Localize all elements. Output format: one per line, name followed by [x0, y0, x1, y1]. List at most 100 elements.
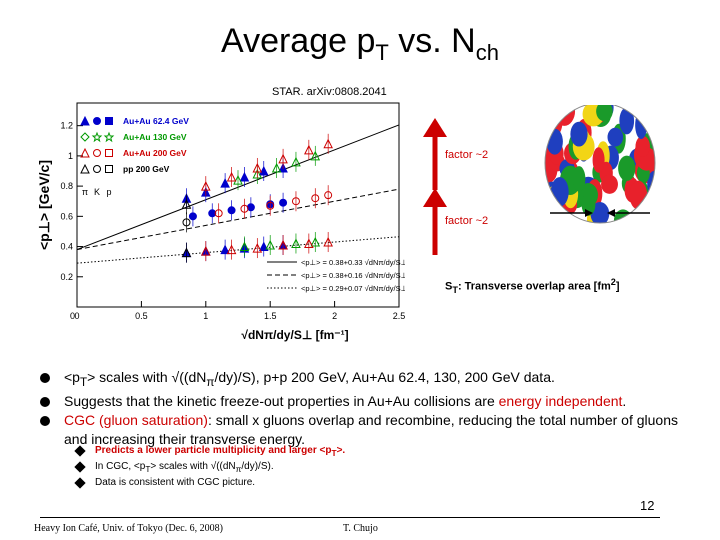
bullet-dot: [40, 373, 50, 383]
legend-marker: [105, 149, 113, 157]
footer-right: T. Chujo: [343, 523, 378, 534]
plot-frame: [76, 102, 400, 308]
sub-bullet-2: In CGC, <pT> scales with √((dNπ/dy)/S).: [74, 460, 345, 476]
fit-line-dotted: [76, 236, 400, 264]
x-tick-label: 2.5: [393, 311, 405, 321]
diamond-bullet-icon: [74, 477, 86, 489]
nucleon: [553, 105, 576, 126]
nucleon: [546, 128, 563, 155]
bullet-2-emphasis: energy independent: [498, 392, 623, 409]
arrow-up-bottom-head: [423, 188, 447, 207]
arrow-left-head: [585, 209, 593, 217]
bullet-dot: [40, 396, 50, 407]
diamond-bullet-icon: [74, 461, 86, 473]
sub-bullet-2-mid: > scales with √((dN: [150, 461, 236, 472]
nucleon: [618, 155, 636, 181]
factor-top-label: factor ~2: [445, 149, 489, 161]
bullet-list: <pT> scales with √((dNπ/dy)/S), p+p 200 …: [40, 368, 700, 449]
legend-marker: [93, 117, 101, 125]
legend-species-label: π: [82, 187, 88, 197]
nucleus-outline: [544, 105, 656, 224]
footer-left: Heavy Ion Café, Univ. of Tokyo (Dec. 6, …: [34, 523, 223, 534]
sub-bullet-2-sub: T: [145, 464, 151, 474]
y-axis-label: <p⊥> [GeV/c]: [36, 160, 52, 250]
legend-marker: [105, 117, 113, 125]
nucleon: [570, 121, 588, 147]
x-tick-label: 1.5: [264, 311, 277, 321]
bullet-1-text-a: <p: [64, 369, 80, 385]
y-tick-label: 0.6: [60, 211, 73, 221]
nucleon: [635, 135, 650, 157]
arrows-graphic: [423, 118, 447, 255]
x-tick-label: 0.5: [135, 311, 148, 321]
legend-label: Au+Au 62.4 GeV: [123, 116, 189, 126]
st-end: ]: [615, 280, 620, 293]
legend-marker: [80, 163, 90, 174]
nucleon: [596, 105, 613, 122]
sub-bullet-2-end: /dy)/S).: [241, 461, 274, 472]
legend-marker: [93, 165, 101, 173]
sub-bullet-1-sub: T: [331, 448, 337, 458]
x-tick-label: 0: [74, 311, 79, 321]
legend-species-label: K: [94, 187, 100, 197]
pt-vs-nch-chart: 0 0.5 1 1.5 2 2.5 0.2 0.4 0.6 0.8 1 1.2 0 <p⊥> [GeV/c…: [35, 95, 405, 350]
bullet-3: CGC (gluon saturation): small x gluons o…: [40, 411, 700, 449]
slide-title: Average pT vs. Nch: [0, 22, 720, 66]
sub-bullet-3: Data is consistent with CGC picture.: [74, 476, 345, 490]
footer-rule: [40, 517, 660, 518]
legend-marker: [93, 149, 101, 157]
bullet-1-text-c: /dy)/S), p+p 200 GeV, Au+Au 62.4, 130, 2…: [214, 369, 555, 385]
bullet-3-text: : small x gluons overlap and recombine, …: [64, 411, 678, 447]
bullet-2-text: Suggests that the kinetic freeze-out pro…: [64, 392, 499, 409]
nucleon: [607, 127, 624, 147]
nucleon: [590, 202, 610, 223]
sub-bullet-1-end: >.: [336, 445, 346, 456]
y-tick-label: 1.2: [60, 121, 73, 131]
st-subscript: T: [452, 284, 458, 295]
nucleon: [635, 111, 648, 140]
nucleon: [547, 105, 562, 125]
title-text: Average p: [221, 22, 376, 60]
legend-marker: [80, 132, 90, 142]
x-axis-label: √dNπ/dy/S⊥ [fm⁻¹]: [241, 328, 348, 342]
st-symbol: S: [445, 280, 453, 293]
bullet-2-end: .: [622, 392, 627, 409]
legend-marker: [80, 147, 90, 158]
origin-label: 0: [70, 311, 75, 321]
nucleon: [641, 202, 655, 223]
fit-label: <p⊥> = 0.38+0.33 √dNπ/dy/S⊥: [301, 258, 405, 267]
sub-bullet-list: Predicts a lower particle multiplicity a…: [74, 444, 346, 490]
legend-species-label: p: [106, 187, 111, 197]
nucleon: [629, 180, 648, 210]
bullet-dot: [40, 415, 50, 426]
page-number: 12: [640, 498, 655, 513]
factor-bottom-label: factor ~2: [445, 215, 489, 227]
y-tick-label: 0.4: [60, 242, 73, 252]
nucleon: [572, 166, 586, 192]
nucleon: [550, 177, 569, 207]
nucleon: [601, 174, 618, 194]
sub-bullet-1: Predicts a lower particle multiplicity a…: [74, 444, 346, 460]
bullet-1-sub-t: T: [79, 375, 88, 389]
nucleon: [592, 147, 605, 173]
x-tick-label: 1: [203, 311, 208, 321]
legend-label: Au+Au 130 GeV: [123, 132, 187, 142]
bullet-1: <pT> scales with √((dNπ/dy)/S), p+p 200 …: [40, 368, 700, 392]
nucleus-overlap-graphic: [544, 105, 656, 224]
sub-bullet-2-text: In CGC, <p: [95, 461, 146, 472]
bullet-3-emphasis: CGC (gluon saturation): [64, 411, 208, 428]
title-subscript-ch: ch: [475, 39, 499, 65]
fit-line-dashed: [76, 188, 400, 251]
y-tick-label: 0.2: [60, 272, 73, 282]
fit-label: <p⊥> = 0.29+0.07 √dNπ/dy/S⊥: [301, 284, 405, 293]
legend-marker: [80, 115, 90, 126]
y-tick-label: 0.8: [60, 181, 73, 191]
st-text: : Transverse overlap area [fm: [457, 280, 611, 293]
sub-bullet-1-text: Predicts a lower particle multiplicity a…: [95, 445, 332, 456]
legend-label: Au+Au 200 GeV: [123, 148, 187, 158]
bullet-1-text-b: > scales with √((dN: [87, 369, 207, 385]
diamond-bullet-icon: [74, 445, 86, 457]
legend-marker: [103, 131, 115, 143]
st-definition: ST: Transverse overlap area [fm2]: [445, 277, 620, 295]
fit-label: <p⊥> = 0.38+0.16 √dNπ/dy/S⊥: [301, 271, 405, 280]
